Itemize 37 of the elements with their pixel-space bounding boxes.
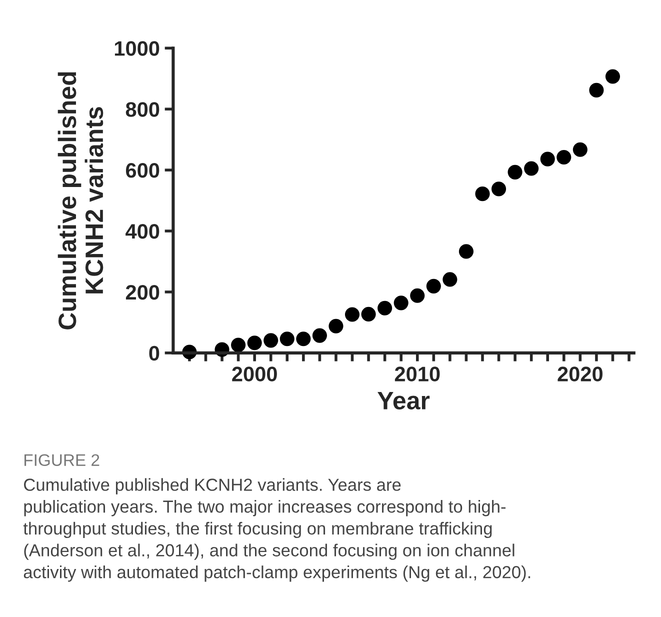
y-tick-label: 1000: [114, 41, 160, 56]
x-tick-label: 2000: [232, 366, 277, 382]
x-tick-label: 2020: [558, 366, 602, 382]
point: [572, 142, 588, 157]
point: [328, 318, 344, 334]
point: [410, 288, 425, 303]
x-axis-title: Year: [378, 392, 430, 410]
y-tick-label: 0: [149, 346, 160, 361]
y-tick-label: 800: [126, 102, 160, 117]
point: [378, 300, 392, 316]
point: [475, 186, 490, 202]
point: [540, 152, 555, 166]
point: [556, 150, 572, 165]
point: [458, 244, 474, 259]
caption: FIGURE 2: [24, 454, 100, 466]
point: [491, 182, 506, 196]
y-axis-title: Cumulative published KCNH2 variants: [58, 72, 104, 330]
point: [426, 278, 441, 294]
point: [247, 336, 262, 350]
point: [589, 82, 604, 98]
point: [231, 338, 246, 352]
y-tick-label: 600: [126, 163, 160, 178]
point: [508, 164, 522, 180]
point: [280, 332, 294, 346]
point: [442, 272, 458, 287]
x-tick-label: 2010: [394, 366, 440, 382]
point: [361, 306, 376, 322]
point: [312, 328, 327, 343]
point: [264, 333, 278, 348]
point: [296, 332, 311, 346]
point: [524, 161, 539, 176]
y-tick-label: 200: [126, 284, 160, 300]
point: [394, 296, 408, 310]
text: Cumulative published KCNH2 variants. Years are publication years. The two major increases correspond to high- throughput studies, the first focusing on membrane trafficking (Anderson et al., 2014), and the second focusing on ion channel activity with automated patch-clamp experiments (Ng et al., 2020).: [23, 478, 530, 582]
point: [605, 69, 620, 84]
y-tick-label: 400: [126, 224, 160, 239]
point: [344, 307, 360, 322]
